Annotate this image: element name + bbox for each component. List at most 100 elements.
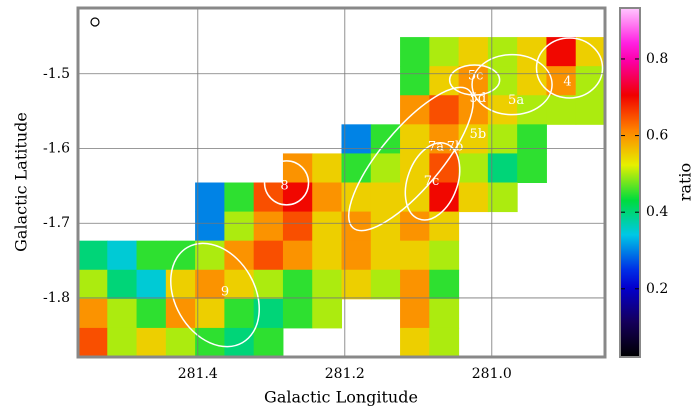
map-cell <box>282 211 313 242</box>
colorbar-tick-label: 0.2 <box>646 281 668 297</box>
region-label: 5b <box>470 127 487 142</box>
region-ellipse <box>471 53 553 116</box>
map-cell <box>429 182 460 213</box>
map-cell <box>224 182 255 213</box>
map-cell <box>400 153 430 183</box>
map-cell <box>429 37 460 67</box>
map-image <box>78 37 606 358</box>
y-axis-label: Galactic Latitude <box>12 112 31 252</box>
map-cell <box>78 240 108 271</box>
map-cell <box>312 240 342 271</box>
map-cell <box>107 240 138 271</box>
map-cell <box>224 298 255 329</box>
map-cell <box>136 298 167 329</box>
map-cell <box>165 298 196 329</box>
map-cell <box>429 240 460 271</box>
region-ellipse <box>347 86 474 232</box>
map-cell <box>312 211 342 242</box>
map-cell <box>253 240 284 271</box>
map-cell <box>165 327 196 358</box>
map-cell <box>487 124 518 154</box>
map-cell <box>517 124 547 154</box>
colorbar-frame <box>619 7 641 358</box>
region-label: 7c <box>424 174 440 189</box>
x-axis-label: Galactic Longitude <box>264 388 418 407</box>
map-cell <box>458 37 489 67</box>
map-cell <box>224 327 255 358</box>
colorbar-tick-label: 0.4 <box>646 204 668 220</box>
map-cell <box>107 298 138 329</box>
region-label: 9 <box>221 284 229 299</box>
region-label: 8 <box>280 178 288 193</box>
region-label: 7a <box>428 140 444 155</box>
plot-frame <box>76 6 607 359</box>
map-cell <box>253 269 284 300</box>
map-cell <box>517 66 547 96</box>
map-cell <box>282 269 313 300</box>
map-cell <box>517 153 547 183</box>
map-cell <box>429 298 460 329</box>
colorbar-tick-label: 0.8 <box>646 51 668 67</box>
map-cell <box>370 153 401 183</box>
y-tick-label: -1.8 <box>43 290 70 306</box>
map-cell <box>487 153 518 183</box>
map-cell <box>136 327 167 358</box>
map-cell <box>195 211 225 242</box>
map-cell <box>429 95 460 125</box>
region-label: 5a <box>508 93 524 108</box>
map-cell <box>400 66 430 96</box>
map-cell <box>575 95 606 125</box>
beam <box>90 17 100 27</box>
map-cell <box>224 240 255 271</box>
map-cell <box>546 37 577 67</box>
map-cell <box>253 327 284 358</box>
map-cell <box>370 240 401 271</box>
y-tick-label: -1.6 <box>43 140 70 156</box>
map-cell <box>78 327 108 358</box>
map-cell <box>546 95 577 125</box>
map-cell <box>78 298 108 329</box>
region-ellipse <box>170 242 260 348</box>
y-tick-label: -1.5 <box>43 66 70 82</box>
map-cell <box>429 327 460 358</box>
x-tick-label: 281.4 <box>178 366 218 382</box>
map-cell <box>575 37 606 67</box>
map-cell <box>253 182 284 213</box>
map-cell <box>312 182 342 213</box>
map-cell <box>400 95 430 125</box>
map-cell <box>107 269 138 300</box>
colorbar-tick-label: 0.6 <box>646 128 668 144</box>
x-tick-label: 281.0 <box>472 366 512 382</box>
map-cell <box>341 240 372 271</box>
map-cell <box>312 269 342 300</box>
map-cell <box>458 153 489 183</box>
map-cell <box>487 37 518 67</box>
map-cell <box>400 240 430 271</box>
map-cell <box>195 182 225 213</box>
map-cell <box>253 298 284 329</box>
map-cell <box>341 269 372 300</box>
map-cell <box>195 298 225 329</box>
map-cell <box>458 124 489 154</box>
map-cell <box>370 211 401 242</box>
map-cell <box>253 211 284 242</box>
map-cell <box>341 124 372 154</box>
map-cell <box>400 298 430 329</box>
map-cell <box>458 182 489 213</box>
map-cell <box>370 124 401 154</box>
map-cell <box>400 37 430 67</box>
region-ellipse <box>535 37 604 99</box>
map-cell <box>312 298 342 329</box>
map-cell <box>400 211 430 242</box>
map-cell <box>400 269 430 300</box>
y-tick-label: -1.7 <box>43 215 70 231</box>
map-cell <box>487 95 518 125</box>
x-tick-label: 281.2 <box>325 366 365 382</box>
map-cell <box>341 211 372 242</box>
colorbar <box>620 8 640 357</box>
map-cell <box>429 269 460 300</box>
region-label: 7b <box>447 140 464 155</box>
colorbar-label: ratio <box>676 163 695 201</box>
